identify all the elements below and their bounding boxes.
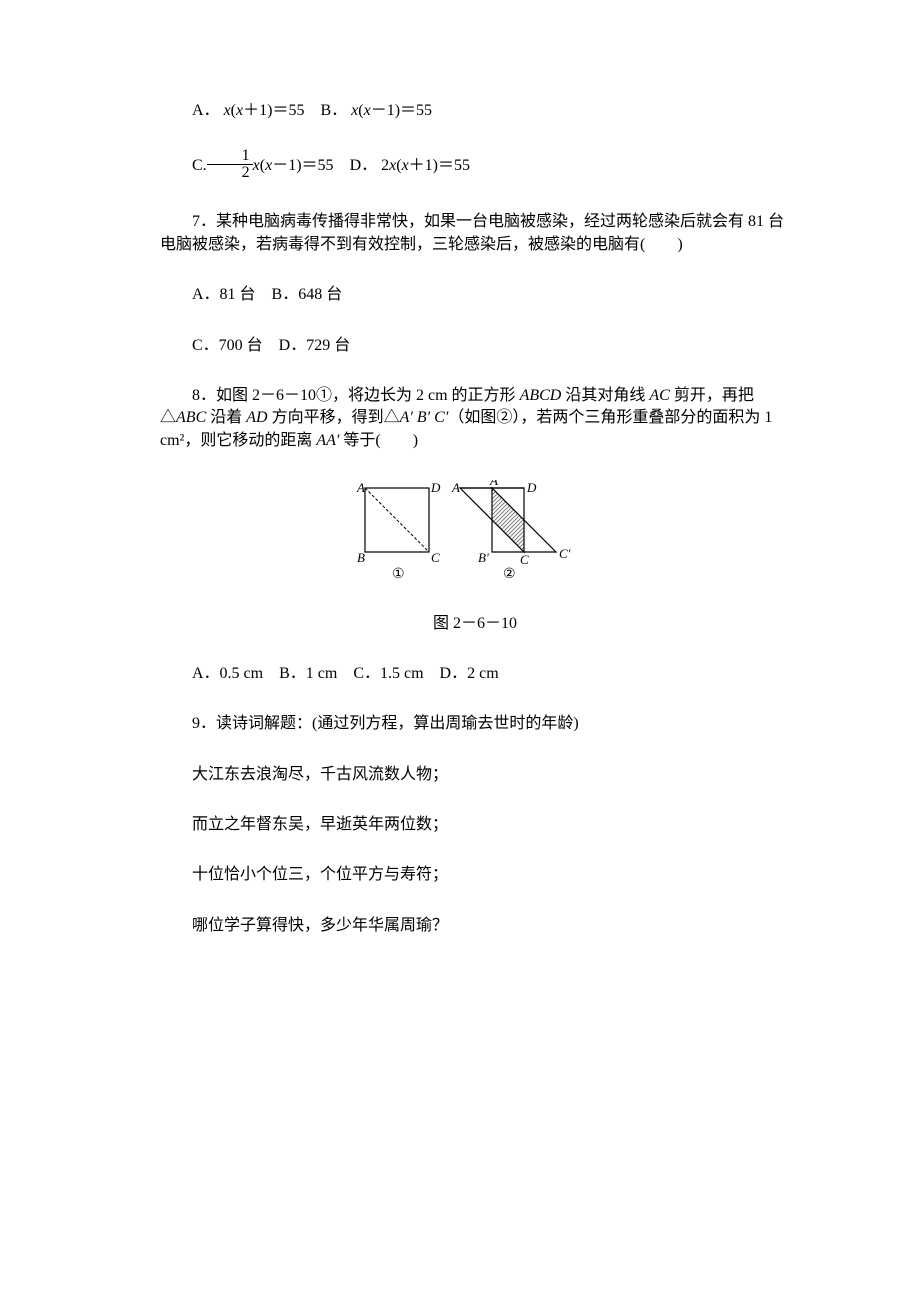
svg-text:B: B xyxy=(357,550,365,565)
svg-text:A: A xyxy=(451,480,460,495)
svg-text:B′: B′ xyxy=(478,550,489,565)
q9-line2: 而立之年督东吴，早逝英年两位数； xyxy=(160,814,790,836)
svg-text:D: D xyxy=(430,480,441,495)
q8-figure-caption: 图 2－6－10 xyxy=(160,613,790,635)
q6-optC-x1: x xyxy=(253,158,260,175)
svg-text:①: ① xyxy=(392,567,405,582)
q8-stem: 8．如图 2－6－10①，将边长为 2 cm 的正方形 ABCD 沿其对角线 A… xyxy=(160,385,790,452)
svg-text:C: C xyxy=(520,552,529,567)
q6-optA-rest: ＋1)＝55 xyxy=(243,102,304,119)
q9-stem: 9．读诗词解题：(通过列方程，算出周瑜去世时的年龄) xyxy=(160,713,790,735)
q9-line1: 大江东去浪淘尽，千古风流数人物； xyxy=(160,764,790,786)
q9-line3: 十位恰小个位三，个位平方与寿符； xyxy=(160,864,790,886)
q6-optD-2: 2 xyxy=(381,158,389,175)
q7-options-cd: C．700 台 D．729 台 xyxy=(160,335,790,357)
svg-text:C′: C′ xyxy=(559,546,571,561)
svg-text:C: C xyxy=(431,550,440,565)
svg-text:D: D xyxy=(526,480,537,495)
q6-optB-x2: x xyxy=(364,102,371,119)
q7-stem: 7．某种电脑病毒传播得非常快，如果一台电脑被感染，经过两轮感染后就会有 81 台… xyxy=(160,211,790,256)
q7-options-ab: A．81 台 B．648 台 xyxy=(160,284,790,306)
q6-optB-label: B． xyxy=(320,102,347,119)
q6-optB-rest: －1)＝55 xyxy=(371,102,432,119)
q8-figure: ADBC①AA′DB′CC′② xyxy=(160,480,790,592)
q6-optC-rest: －1)＝55 xyxy=(272,158,333,175)
q6-optC-label: C. xyxy=(192,158,207,175)
q6-optC-fraction: 12 xyxy=(207,148,253,181)
q6-optD-x2: x xyxy=(402,158,409,175)
svg-text:A: A xyxy=(356,480,365,495)
svg-text:A′: A′ xyxy=(489,480,501,488)
q8-options: A．0.5 cm B．1 cm C．1.5 cm D．2 cm xyxy=(160,663,790,685)
q6-options-line2: C.12x(x－1)＝55 D． 2x(x＋1)＝55 xyxy=(160,150,790,183)
q6-optD-label: D． xyxy=(350,158,378,175)
q9-line4: 哪位学子算得快，多少年华属周瑜？ xyxy=(160,915,790,937)
q6-optD-rest: ＋1)＝55 xyxy=(409,158,470,175)
q8-figure-svg: ADBC①AA′DB′CC′② xyxy=(355,480,595,585)
q6-optA-x1: x xyxy=(224,102,231,119)
svg-text:②: ② xyxy=(503,567,516,582)
q6-optA-label: A． xyxy=(192,102,220,119)
q6-options-line1: A． x(x＋1)＝55 B． x(x－1)＝55 xyxy=(160,100,790,122)
